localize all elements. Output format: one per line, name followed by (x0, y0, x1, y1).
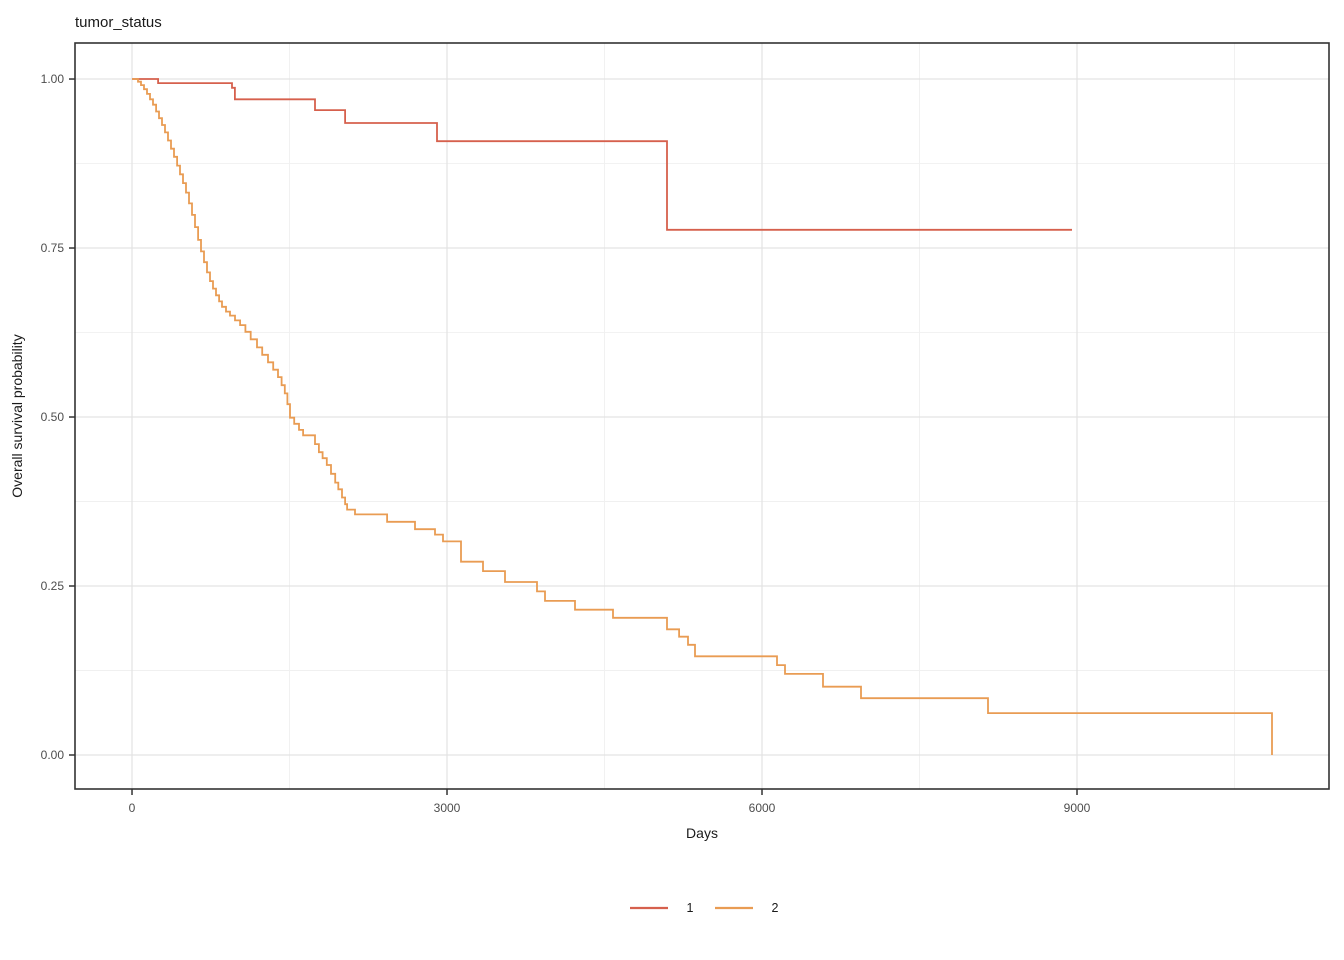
panel-border (74, 42, 1330, 790)
y-tick-label: 0.00 (41, 748, 65, 762)
y-tick-label: 0.25 (41, 579, 65, 593)
x-tick-label: 0 (129, 801, 136, 815)
legend-item-label: 1 (687, 901, 694, 915)
x-tick-label: 3000 (434, 801, 461, 815)
survival-curve-group-2 (132, 78, 1273, 755)
axis-tick-labels: 0 3000 6000 9000 0.00 0.25 0.50 0.75 1.00 (41, 72, 1091, 815)
axis-ticks (69, 78, 1078, 795)
plot-title: tumor_status (75, 14, 162, 31)
y-tick-label: 0.50 (41, 410, 65, 424)
survival-curve-group-1 (132, 78, 1072, 231)
y-axis-title: Overall survival probability (9, 334, 25, 497)
minor-gridlines (75, 43, 1329, 789)
legend-item-label: 2 (772, 901, 779, 915)
legend: 1 2 (630, 901, 779, 915)
y-tick-label: 1.00 (41, 72, 65, 86)
major-gridlines (75, 43, 1329, 789)
legend-item: 2 (715, 901, 779, 915)
legend-item: 1 (630, 901, 694, 915)
survival-curves (132, 78, 1273, 755)
x-tick-label: 9000 (1064, 801, 1091, 815)
x-tick-label: 6000 (749, 801, 776, 815)
y-tick-label: 0.75 (41, 241, 65, 255)
x-axis-title: Days (686, 825, 718, 841)
